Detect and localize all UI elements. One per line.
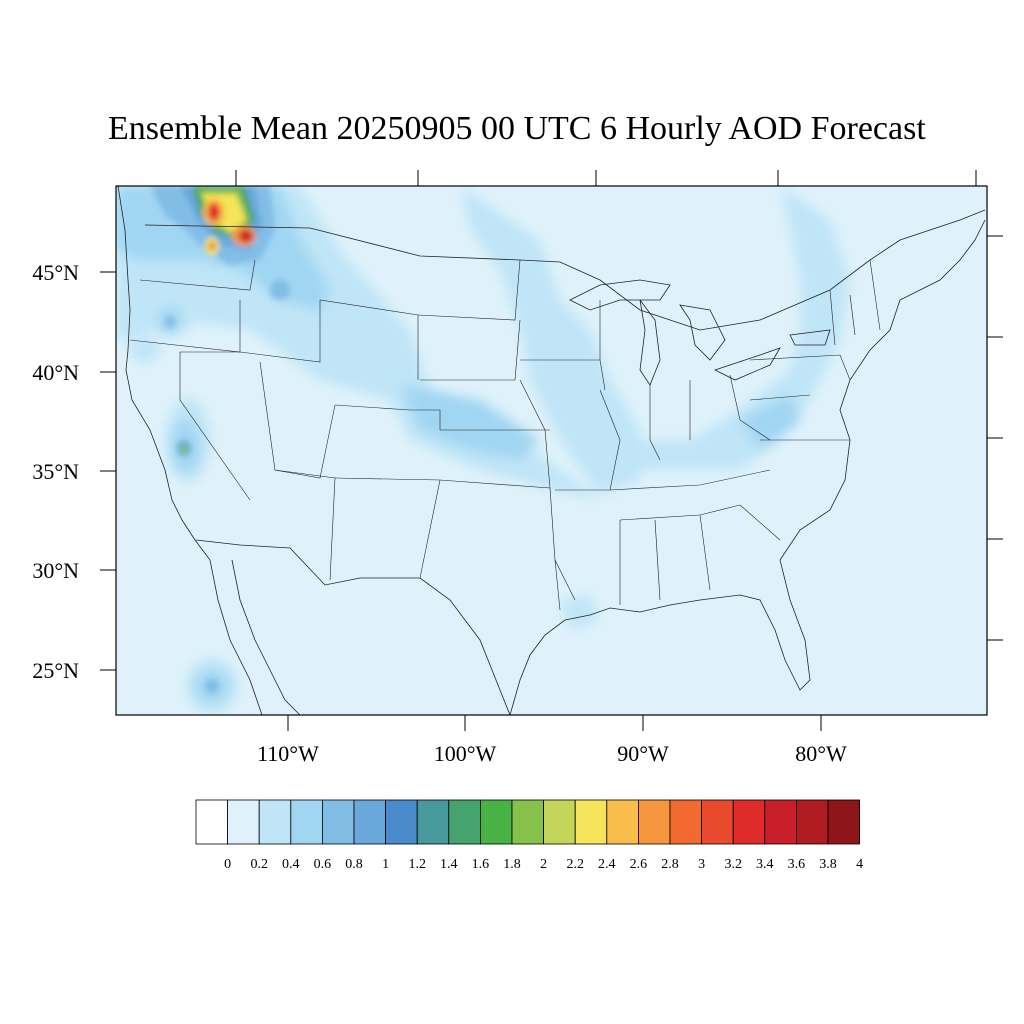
map-frame [115, 185, 988, 716]
colorbar-swatch [195, 799, 229, 845]
colorbar-label: 2.2 [566, 857, 584, 872]
colorbar-label: 1 [382, 857, 389, 872]
colorbar-label: 3.6 [788, 857, 806, 872]
colorbar-swatch [353, 799, 387, 845]
colorbar-label: 3.8 [819, 857, 837, 872]
colorbar-label: 0.8 [345, 857, 363, 872]
state-lines [129, 259, 881, 611]
gulf-coastline [509, 329, 891, 715]
colorbar-label: 2 [540, 857, 547, 872]
colorbar-label: 0.2 [250, 857, 268, 872]
colorbar-label: 2.4 [598, 857, 616, 872]
colorbar-swatch [764, 799, 797, 845]
colorbar-swatch [574, 799, 608, 845]
colorbar-swatch [511, 799, 545, 845]
colorbar-swatch [827, 799, 861, 845]
lake-ontario [789, 329, 831, 346]
colorbar-swatch [732, 799, 766, 845]
colorbar-label: 0.6 [314, 857, 332, 872]
colorbar-label: 1.8 [503, 857, 521, 872]
colorbar-label: 4 [856, 857, 863, 872]
colorbar-swatch [479, 799, 513, 845]
colorbar-swatch [606, 799, 639, 845]
colorbar-label: 0 [224, 857, 231, 872]
lon-label-80w: 80°W [795, 741, 847, 766]
colorbar-swatch [385, 799, 418, 845]
lat-label-25n: 25°N [32, 658, 79, 683]
colorbar-label: 1.2 [408, 857, 426, 872]
colorbar-labels: 0 0.2 0.4 0.6 0.8 1 1.2 1.4 1.6 1.8 2 2.2 2.4 2.6 2.8 3… [224, 857, 863, 872]
colorbar-swatch [543, 799, 576, 845]
colorbar-label: 1.4 [440, 857, 458, 872]
colorbar-label: 3.4 [756, 857, 774, 872]
map-title: Ensemble Mean 20250905 00 UTC 6 Hourly A… [108, 110, 926, 147]
colorbar-swatch [448, 799, 481, 845]
axis-ticks [100, 170, 1003, 731]
colorbar-label: 3 [698, 857, 705, 872]
lat-label-45n: 45°N [32, 260, 79, 285]
baja-coastline [231, 559, 301, 715]
lon-label-100w: 100°W [434, 741, 497, 766]
lake-huron [679, 304, 726, 361]
aod-field [116, 186, 850, 714]
colorbar-swatch [321, 799, 355, 845]
colorbar-swatch [638, 799, 671, 845]
colorbar-swatch [416, 799, 450, 845]
colorbar-label: 1.6 [472, 857, 490, 872]
lat-label-40n: 40°N [32, 360, 79, 385]
canada-border [144, 209, 986, 331]
mexico-border [195, 539, 511, 715]
colorbar-swatch [290, 799, 323, 845]
colorbar [195, 799, 861, 845]
west-coastline [117, 186, 263, 715]
colorbar-swatch [258, 799, 292, 845]
colorbar-swatch [796, 799, 829, 845]
lat-label-30n: 30°N [32, 558, 79, 583]
colorbar-swatch [701, 799, 734, 845]
lon-label-90w: 90°W [617, 741, 669, 766]
colorbar-swatch [227, 799, 260, 845]
map-boundaries [117, 186, 986, 715]
lake-erie [713, 347, 781, 381]
lake-superior [569, 279, 671, 311]
colorbar-label: 3.2 [724, 857, 742, 872]
east-coastline [889, 219, 986, 331]
colorbar-label: 0.4 [282, 857, 300, 872]
colorbar-swatch [669, 799, 703, 845]
lon-label-110w: 110°W [257, 741, 319, 766]
colorbar-label: 2.6 [630, 857, 648, 872]
lat-label-35n: 35°N [32, 459, 79, 484]
colorbar-label: 2.8 [661, 857, 679, 872]
